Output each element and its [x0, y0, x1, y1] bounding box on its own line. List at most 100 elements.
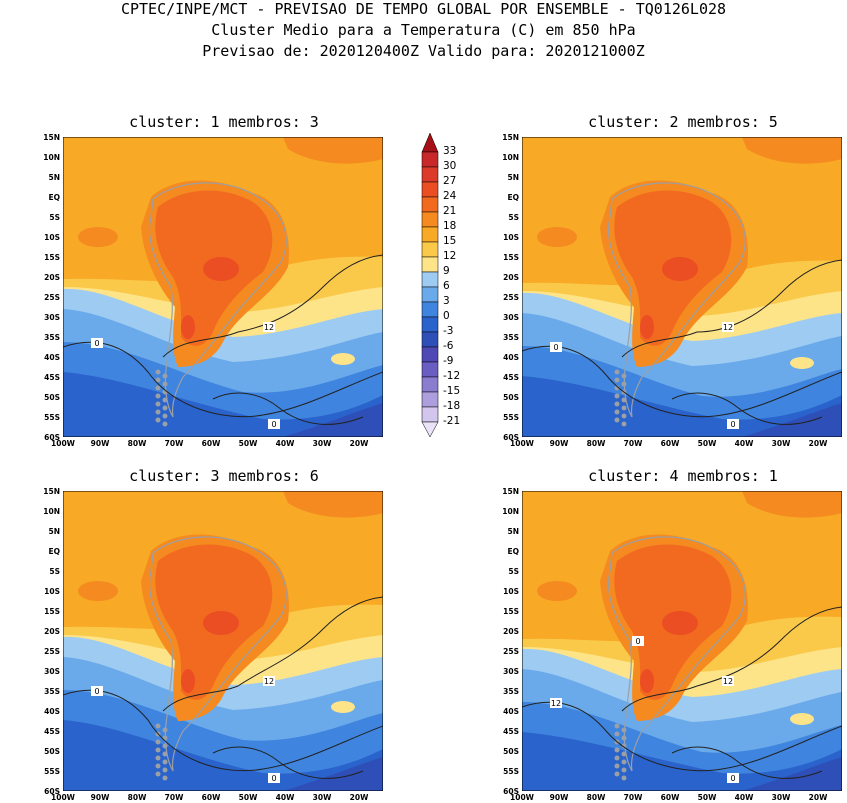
colorbar-swatch	[421, 361, 439, 378]
lat-tick: 10N	[502, 507, 519, 516]
panel-4-map: 12 12 0 0	[522, 491, 842, 791]
colorbar-label: 0	[443, 310, 450, 322]
lat-tick: 5N	[507, 173, 520, 182]
lon-tick: 80W	[127, 439, 147, 448]
colorbar-label: 3	[443, 295, 450, 307]
colorbar-swatch	[421, 376, 439, 393]
contour-label: 12	[723, 323, 733, 332]
contour-label: 12	[264, 323, 274, 332]
contour-label: 0	[730, 774, 735, 783]
lat-tick: 60S	[503, 433, 519, 442]
lat-tick: 10S	[503, 233, 519, 242]
lon-tick: 100W	[510, 439, 534, 448]
contour-label: 12	[723, 677, 733, 686]
colorbar-swatch	[421, 211, 439, 228]
lat-tick: 45S	[44, 373, 60, 382]
figure-title-line3: Previsao de: 2020120400Z Valido para: 20…	[202, 42, 645, 60]
colorbar-swatch	[421, 391, 439, 408]
lat-tick: 25S	[503, 647, 519, 656]
lon-tick: 50W	[238, 793, 258, 802]
contour-label: 0	[730, 420, 735, 429]
lat-tick: 45S	[503, 373, 519, 382]
lat-tick: 20S	[44, 627, 60, 636]
lon-tick: 40W	[734, 439, 754, 448]
lon-tick: 20W	[349, 439, 369, 448]
lat-tick: 35S	[503, 687, 519, 696]
lon-tick: 100W	[51, 793, 75, 802]
lon-tick: 80W	[127, 793, 147, 802]
colorbar-swatch	[421, 316, 439, 333]
colorbar-label: -18	[443, 400, 461, 412]
lat-tick: 5S	[508, 213, 519, 222]
lat-tick: 10S	[44, 587, 60, 596]
lat-tick: 50S	[503, 747, 519, 756]
lon-tick: 90W	[90, 439, 110, 448]
lat-tick: 40S	[503, 707, 519, 716]
colorbar-swatch	[421, 226, 439, 243]
lat-tick: 25S	[44, 293, 60, 302]
lat-tick: 20S	[503, 627, 519, 636]
figure-title-line2: Cluster Medio para a Temperatura (C) em …	[211, 21, 636, 39]
lat-tick: 10N	[43, 507, 60, 516]
lat-tick: EQ	[507, 193, 520, 202]
lat-tick: 60S	[44, 787, 60, 796]
lon-tick: 60W	[660, 793, 680, 802]
lon-tick: 70W	[623, 793, 643, 802]
colorbar-swatch	[421, 271, 439, 288]
contour-label: 0	[94, 687, 99, 696]
colorbar-label: 18	[443, 220, 457, 232]
lat-tick: 15S	[44, 253, 60, 262]
colorbar-label: -6	[443, 340, 454, 352]
panel-4-title: cluster: 4 membros: 1	[588, 467, 778, 485]
lat-tick: 40S	[503, 353, 519, 362]
lat-tick: 50S	[44, 747, 60, 756]
colorbar-swatch	[421, 151, 439, 168]
contour-label: 0	[94, 339, 99, 348]
contour-label: 0	[635, 637, 640, 646]
lat-tick: 20S	[503, 273, 519, 282]
lat-tick: 5N	[507, 527, 520, 536]
lat-tick: 15N	[502, 133, 519, 142]
contour-label: 12	[551, 699, 561, 708]
lat-tick: 20S	[44, 273, 60, 282]
panel-2-map: 12 0 0	[522, 137, 842, 437]
lat-tick: 55S	[44, 767, 60, 776]
colorbar-swatch	[421, 166, 439, 183]
colorbar-swatch	[421, 181, 439, 198]
lat-tick: 30S	[503, 667, 519, 676]
lat-tick: 15S	[44, 607, 60, 616]
lon-tick: 70W	[164, 439, 184, 448]
colorbar-label: 24	[443, 190, 457, 202]
lat-tick: 5S	[508, 567, 519, 576]
colorbar-swatch	[421, 286, 439, 303]
contour-label: 0	[271, 774, 276, 783]
lat-tick: 55S	[503, 767, 519, 776]
lon-tick: 70W	[164, 793, 184, 802]
colorbar-label: -3	[443, 325, 454, 337]
contour-label: 0	[271, 420, 276, 429]
lat-tick: 5S	[49, 213, 60, 222]
lon-tick: 20W	[808, 793, 828, 802]
lat-tick: 55S	[503, 413, 519, 422]
lat-tick: 15N	[43, 133, 60, 142]
lat-tick: 25S	[503, 293, 519, 302]
lon-tick: 60W	[201, 439, 221, 448]
lat-tick: 40S	[44, 707, 60, 716]
lon-tick: 70W	[623, 439, 643, 448]
lat-tick: 50S	[503, 393, 519, 402]
lat-tick: 25S	[44, 647, 60, 656]
colorbar-label: 21	[443, 205, 457, 217]
colorbar-label: -21	[443, 415, 461, 427]
panel-3-map: 12 0 0	[63, 491, 383, 791]
colorbar-label: 9	[443, 265, 450, 277]
panel-1-map: 12 0 0	[63, 137, 383, 437]
colorbar-swatch	[421, 133, 439, 153]
lat-tick: 35S	[44, 687, 60, 696]
lon-tick: 50W	[697, 793, 717, 802]
lon-tick: 60W	[660, 439, 680, 448]
colorbar	[421, 133, 439, 438]
colorbar-label: 27	[443, 175, 457, 187]
lat-tick: 30S	[44, 667, 60, 676]
colorbar-swatch	[421, 256, 439, 273]
colorbar-swatch	[421, 301, 439, 318]
